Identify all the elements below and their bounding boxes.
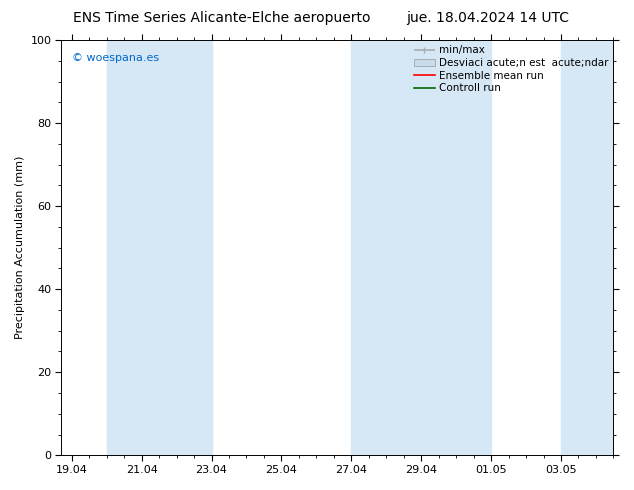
Text: © woespana.es: © woespana.es [72, 52, 159, 63]
Bar [561, 40, 614, 455]
Legend: min/max, Desviaci acute;n est  acute;ndar, Ensemble mean run, Controll run: min/max, Desviaci acute;n est acute;ndar… [411, 42, 611, 97]
Text: jue. 18.04.2024 14 UTC: jue. 18.04.2024 14 UTC [406, 11, 570, 25]
Bar [177, 40, 212, 455]
Y-axis label: Precipitation Accumulation (mm): Precipitation Accumulation (mm) [15, 156, 25, 340]
Bar [421, 40, 491, 455]
Text: ENS Time Series Alicante-Elche aeropuerto: ENS Time Series Alicante-Elche aeropuert… [73, 11, 371, 25]
Bar [107, 40, 177, 455]
Bar [351, 40, 421, 455]
